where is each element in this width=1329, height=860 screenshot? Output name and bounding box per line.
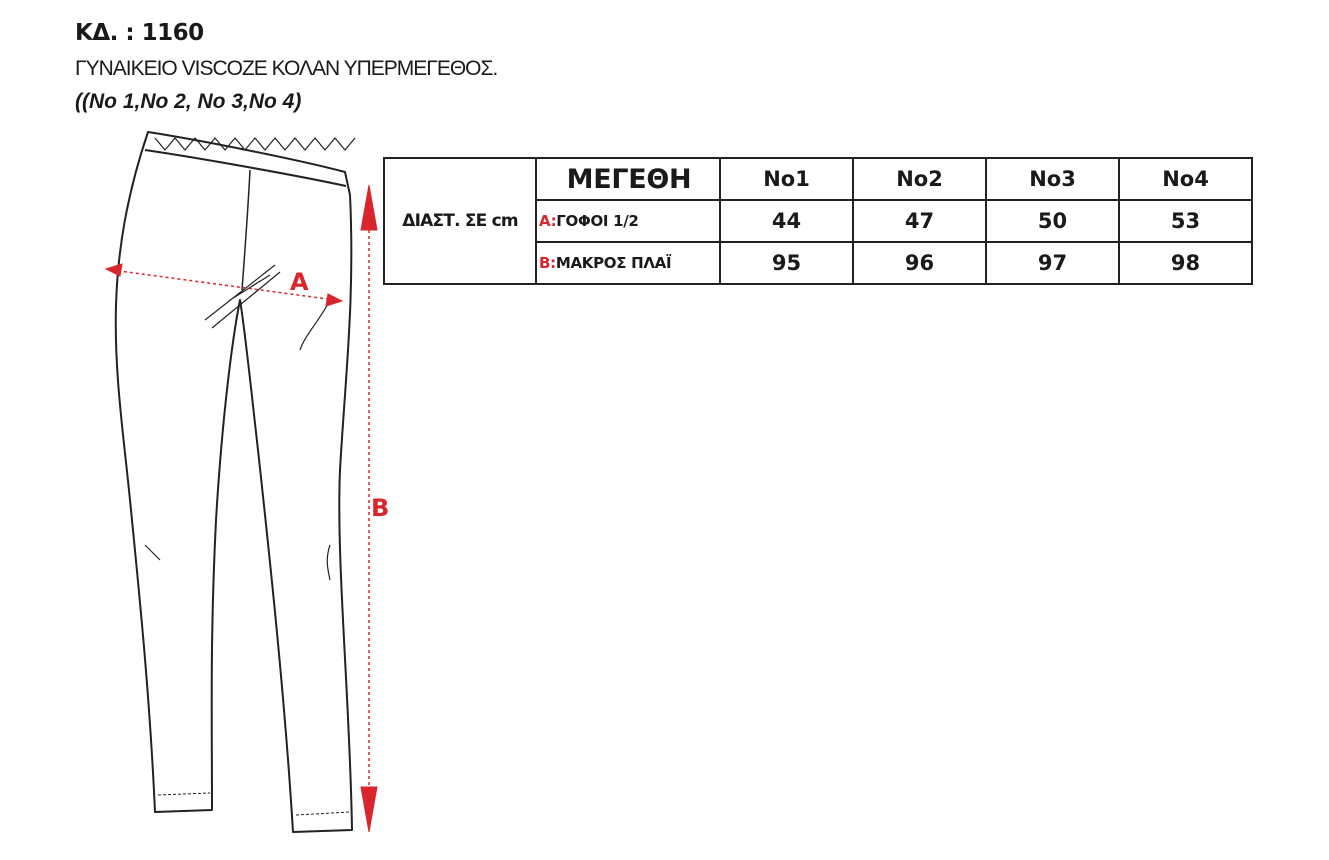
waistband [144, 149, 347, 187]
size-header: No2 [852, 157, 987, 201]
cell-value: 47 [852, 199, 987, 243]
table-header-row: ΔΙΑΣΤ. ΣΕ cm ΜΕΓΕΘΗ No1 No2 No3 No4 [383, 157, 1253, 285]
size-header: No4 [1118, 157, 1253, 201]
label-a: A [290, 268, 309, 296]
cell-value: 53 [1118, 199, 1253, 243]
size-header: No1 [719, 157, 854, 201]
cell-value: 50 [985, 199, 1120, 243]
product-code: ΚΔ. : 1160 [75, 20, 204, 46]
row-key: A: [539, 212, 557, 230]
sizes-label: ΜΕΓΕΘΗ [535, 157, 721, 201]
row-name: ΜΑΚΡΟΣ ΠΛΑΪ [555, 254, 672, 272]
cell-value: 95 [719, 241, 854, 285]
cell-value: 98 [1118, 241, 1253, 285]
label-b: B [371, 494, 389, 522]
dimension-label: ΔΙΑΣΤ. ΣΕ cm [383, 157, 537, 285]
row-name: ΓΟΦΟΙ 1/2 [556, 212, 639, 230]
leggings-outline [114, 131, 353, 833]
size-header: No3 [985, 157, 1120, 201]
table-row: B:ΜΑΚΡΟΣ ΠΛΑΪ 95 96 97 98 [384, 241, 1253, 285]
cell-value: 44 [719, 199, 854, 243]
cell-value: 96 [852, 241, 987, 285]
sizes-note: ((No 1,No 2, No 3,No 4) [75, 90, 302, 113]
product-title: ΓΥΝΑΙΚΕΙΟ VISCOZE ΚΟΛΑΝ ΥΠΕΡΜΕΓΕΘΟΣ. [75, 57, 498, 80]
cell-value: 97 [985, 241, 1120, 285]
row-key: B: [539, 254, 556, 272]
table-row: A:ΓΟΦΟΙ 1/2 44 47 50 53 [384, 199, 1253, 243]
size-table: ΔΙΑΣΤ. ΣΕ cm ΜΕΓΕΘΗ No1 No2 No3 No4 A:ΓΟ… [383, 157, 1253, 285]
